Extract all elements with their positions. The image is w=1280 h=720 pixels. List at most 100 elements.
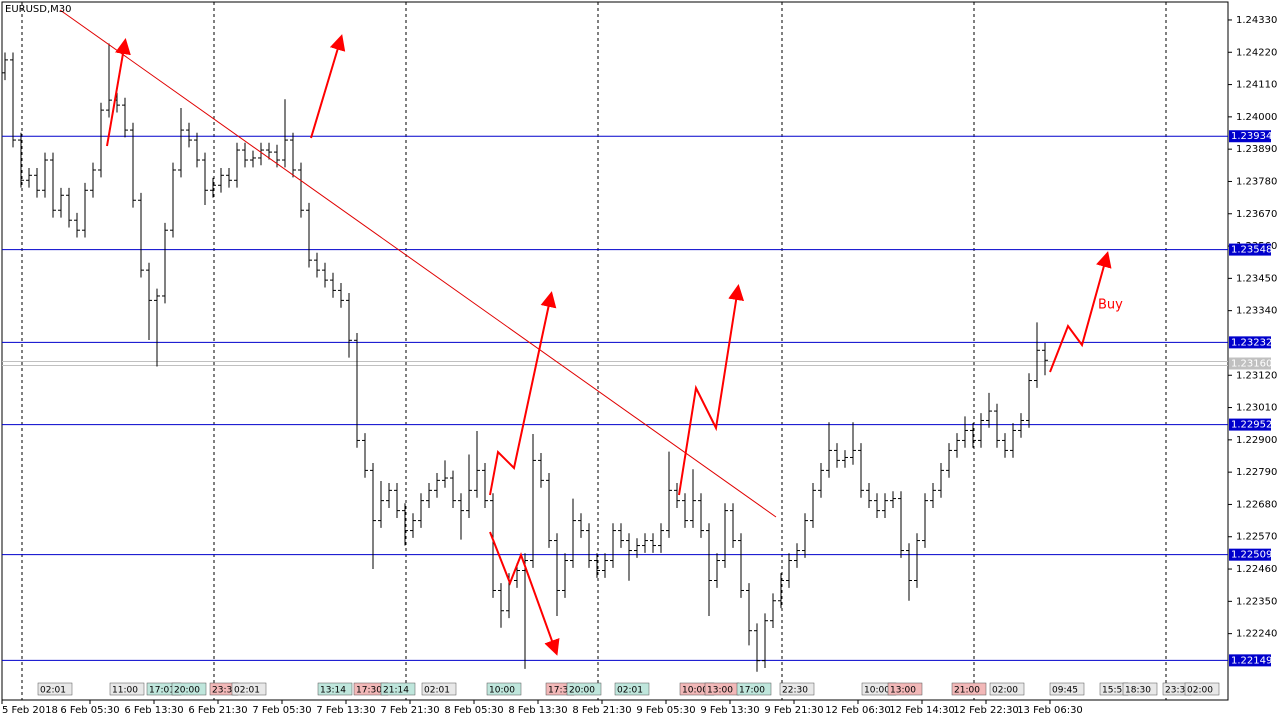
session-label: 13:14 — [320, 686, 346, 696]
session-label: 02:00 — [992, 686, 1018, 696]
session-label: 02:00 — [1187, 686, 1213, 696]
arrow — [489, 531, 560, 656]
x-tick-label: 6 Feb 21:30 — [188, 705, 247, 716]
level-label: 1.23548 — [1231, 245, 1272, 256]
level-label: 1.22509 — [1231, 550, 1272, 561]
level-box — [1229, 243, 1271, 256]
session-label: 13:00 — [707, 686, 733, 696]
x-tick-label: 9 Feb 13:30 — [700, 705, 759, 716]
x-tick-label: 12 Feb 06:30 — [825, 705, 891, 716]
y-tick-label: 1.22900 — [1236, 435, 1277, 446]
levels — [2, 135, 1228, 661]
x-tick-label: 6 Feb 05:30 — [60, 705, 119, 716]
level-box — [1229, 130, 1271, 143]
session-label: 21:00 — [954, 686, 980, 696]
current-price-label: 1.23160 — [1231, 359, 1272, 370]
session-box — [614, 682, 650, 696]
session-box — [317, 682, 353, 696]
arrow — [678, 284, 745, 496]
y-tick-label: 1.22570 — [1236, 532, 1277, 543]
y-tick-label: 1.24000 — [1236, 112, 1277, 123]
x-tick-label: 12 Feb 22:30 — [953, 705, 1019, 716]
x-tick-label: 5 Feb 2018 — [2, 705, 58, 716]
session-label: 20:00 — [569, 686, 595, 696]
x-tick-label: 8 Feb 13:30 — [508, 705, 567, 716]
arrow — [489, 291, 557, 496]
session-label: 09:45 — [1052, 686, 1078, 696]
bars — [2, 43, 1048, 672]
y-tick-label: 1.24110 — [1236, 80, 1277, 91]
session-box — [421, 682, 457, 696]
session-label: 11:00 — [112, 686, 138, 696]
x-tick-label: 6 Feb 13:30 — [124, 705, 183, 716]
current-price-box — [1229, 357, 1271, 370]
y-tick-label: 1.23340 — [1236, 306, 1277, 317]
arrow — [1049, 251, 1112, 373]
session-label: 02:01 — [617, 686, 643, 696]
y-tick-label: 1.24330 — [1236, 15, 1277, 26]
session-label: 20:00 — [174, 686, 200, 696]
y-tick-label: 1.22350 — [1236, 596, 1277, 607]
level-label: 1.23934 — [1231, 131, 1272, 142]
session-label: 02:01 — [424, 686, 450, 696]
session-box — [171, 682, 207, 696]
session-box — [887, 682, 923, 696]
x-tick-label: 9 Feb 05:30 — [636, 705, 695, 716]
session-box — [37, 682, 73, 696]
level-box — [1229, 418, 1271, 431]
level-label: 1.22952 — [1231, 420, 1272, 431]
session-label: 17:00 — [739, 686, 765, 696]
y-tick-label: 1.23890 — [1236, 144, 1277, 155]
session-label: 13:00 — [890, 686, 916, 696]
price-axis: 1.24330 1.24220 1.24110 1.24000 1.23890 1.237… — [1228, 15, 1277, 667]
x-tick-label: 7 Feb 13:30 — [316, 705, 375, 716]
plot-frame — [1, 1, 1229, 701]
level-label: 1.22149 — [1231, 655, 1272, 666]
session-box — [380, 682, 416, 696]
session-box — [779, 682, 815, 696]
session-box — [951, 682, 987, 696]
y-tick-label: 1.22680 — [1236, 499, 1277, 510]
x-tick-label: 7 Feb 05:30 — [252, 705, 311, 716]
session-label: 23:3 — [212, 686, 232, 696]
x-tick-label: 8 Feb 21:30 — [572, 705, 631, 716]
session-label: 10:00 — [682, 686, 708, 696]
x-tick-label: 13 Feb 06:30 — [1017, 705, 1083, 716]
session-label: 15:5 — [1102, 686, 1122, 696]
level-box — [1229, 336, 1271, 349]
x-tick-label: 9 Feb 21:30 — [764, 705, 823, 716]
session-label: 18:30 — [1125, 686, 1151, 696]
annotation: Buy — [1098, 298, 1123, 313]
arrow — [310, 34, 346, 139]
session-box — [566, 682, 602, 696]
y-tick-label: 1.23670 — [1236, 209, 1277, 220]
session-box — [1049, 682, 1085, 696]
session-label: 17:3 — [548, 686, 568, 696]
session-label: 17:30 — [356, 686, 382, 696]
session-box — [989, 682, 1025, 696]
y-tick-label: 1.22240 — [1236, 629, 1277, 640]
session-label: 02:01 — [234, 686, 260, 696]
trend-line — [59, 9, 777, 518]
session-box — [486, 682, 522, 696]
session-label: 21:14 — [383, 686, 409, 696]
drawings — [59, 9, 1112, 656]
y-tick-label: 1.23780 — [1236, 176, 1277, 187]
session-box — [1122, 682, 1158, 696]
session-box — [736, 682, 772, 696]
y-tick-label: 1.22460 — [1236, 564, 1277, 575]
y-tick-label: 1.23120 — [1236, 370, 1277, 381]
y-tick-label: 1.23010 — [1236, 403, 1277, 414]
session-box — [109, 682, 145, 696]
session-label: 23:3 — [1165, 686, 1185, 696]
level-box — [1229, 654, 1271, 667]
session-label: 10:00 — [489, 686, 515, 696]
x-tick-label: 8 Feb 05:30 — [444, 705, 503, 716]
time-axis: 5 Feb 2018 6 Feb 05:30 6 Feb 13:30 6 Feb 21… — [1, 682, 1220, 716]
session-box — [231, 682, 267, 696]
session-label: 17:01 — [149, 686, 175, 696]
y-tick-label: 1.22790 — [1236, 467, 1277, 478]
chart-title: EURUSD,M30 — [5, 4, 71, 15]
level-box — [1229, 548, 1271, 561]
x-tick-label: 12 Feb 14:30 — [889, 705, 955, 716]
